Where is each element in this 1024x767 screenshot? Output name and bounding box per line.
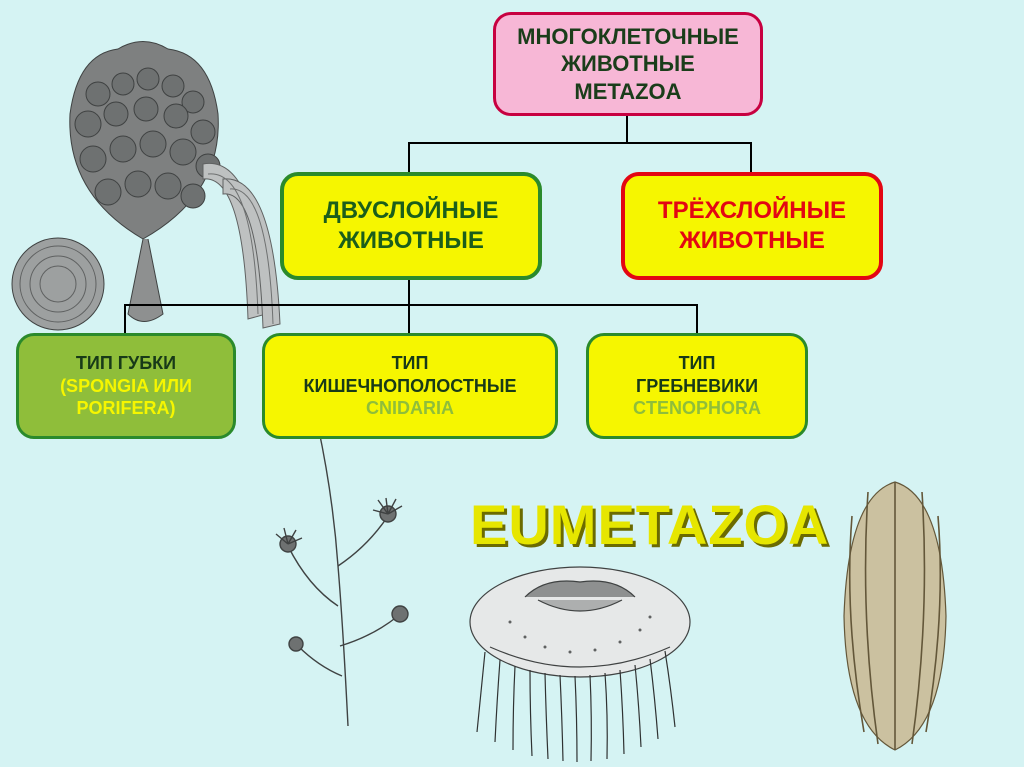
connector-line <box>696 304 698 333</box>
node-line: МНОГОКЛЕТОЧНЫЕ <box>517 23 739 51</box>
connector-line <box>408 142 410 172</box>
connector-line <box>750 142 752 172</box>
node-title: ГРЕБНЕВИКИ <box>636 375 758 398</box>
node-line: ЖИВОТНЫЕ <box>561 50 695 78</box>
node-title: КИШЕЧНОПОЛОСТНЫЕ <box>304 375 517 398</box>
connector-line <box>626 116 628 142</box>
illustration-ctenophore <box>820 476 970 756</box>
node-ctenophora: ТИП ГРЕБНЕВИКИ CTENOPHORA <box>586 333 808 439</box>
node-trilayer: ТРЁХСЛОЙНЫЕ ЖИВОТНЫЕ <box>621 172 883 280</box>
node-sub: CNIDARIA <box>366 397 454 420</box>
node-title: ТИП ГУБКИ <box>76 352 176 375</box>
label-eumetazoa: EUMETAZOA <box>470 492 830 557</box>
node-sub: (SPONGIA ИЛИ <box>60 375 192 398</box>
connector-line <box>408 142 752 144</box>
node-line: ЖИВОТНЫЕ <box>338 226 484 256</box>
illustration-sponges <box>8 14 308 344</box>
node-porifera: ТИП ГУБКИ (SPONGIA ИЛИ PORIFERA) <box>16 333 236 439</box>
node-line: METAZOA <box>574 78 681 106</box>
connector-line <box>408 280 410 304</box>
node-title: ТИП <box>679 352 716 375</box>
illustration-jellyfish <box>450 552 710 762</box>
node-line: ТРЁХСЛОЙНЫЕ <box>658 196 846 226</box>
node-line: ЖИВОТНЫЕ <box>679 226 825 256</box>
connector-line <box>124 304 698 306</box>
node-sub: PORIFERA) <box>77 397 176 420</box>
node-bilayer: ДВУСЛОЙНЫЕ ЖИВОТНЫЕ <box>280 172 542 280</box>
node-sub: CTENOPHORA <box>633 397 761 420</box>
eumetazoa-text: EUMETAZOA <box>470 493 830 556</box>
node-metazoa: МНОГОКЛЕТОЧНЫЕ ЖИВОТНЫЕ METAZOA <box>493 12 763 116</box>
node-line: ДВУСЛОЙНЫЕ <box>324 196 499 226</box>
node-title: ТИП <box>392 352 429 375</box>
node-cnidaria: ТИП КИШЕЧНОПОЛОСТНЫЕ CNIDARIA <box>262 333 558 439</box>
connector-line <box>408 304 410 333</box>
connector-line <box>124 304 126 333</box>
